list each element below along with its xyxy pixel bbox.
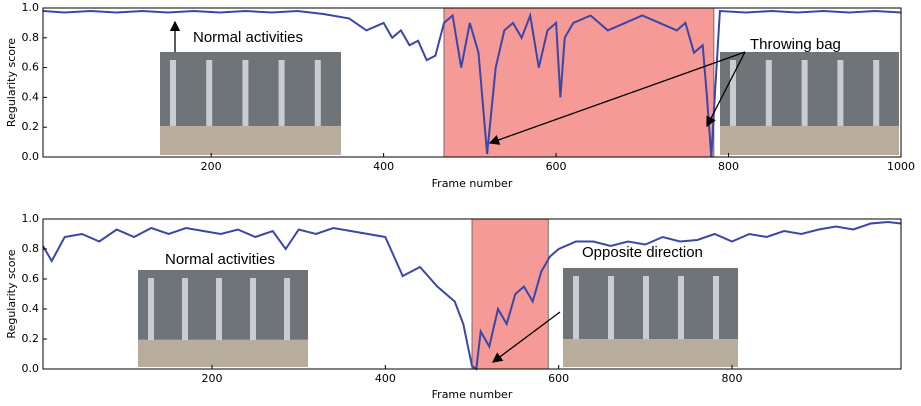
video-frame-pillar bbox=[643, 276, 649, 339]
video-frame-ground bbox=[160, 126, 341, 155]
y-tick-label: 0.6 bbox=[22, 272, 40, 285]
annotation: Normal activities bbox=[193, 29, 303, 46]
annotation: Normal activities bbox=[165, 251, 275, 268]
video-frame-pillar bbox=[802, 60, 808, 126]
annotation: Opposite direction bbox=[582, 244, 703, 261]
y-axis-label: Regularity score bbox=[5, 249, 18, 338]
annotation: Throwing bag bbox=[750, 36, 841, 53]
video-frame bbox=[720, 52, 899, 126]
video-frame-pillar bbox=[170, 60, 176, 126]
y-tick-label: 0.2 bbox=[22, 120, 40, 133]
y-tick-label: 0.6 bbox=[22, 61, 40, 74]
y-tick-label: 0.8 bbox=[22, 242, 40, 255]
video-frame-pillar bbox=[873, 60, 879, 126]
chart: 0.0 0.2 0.4 0.6 0.8 1.0 200 400 600 800 1000 Frame … bbox=[5, 1, 915, 190]
y-tick-label: 1.0 bbox=[22, 212, 40, 225]
video-frame-pillar bbox=[284, 278, 290, 340]
video-frame-ground bbox=[563, 339, 738, 367]
x-tick-label: 800 bbox=[718, 160, 739, 173]
video-frame-pillar bbox=[182, 278, 188, 340]
anomaly-region bbox=[472, 219, 548, 369]
video-frame-pillar bbox=[766, 60, 772, 126]
video-frame bbox=[138, 270, 308, 340]
x-tick-label: 600 bbox=[548, 372, 569, 385]
x-tick-label: 1000 bbox=[887, 160, 915, 173]
y-tick-label: 0.4 bbox=[22, 302, 40, 315]
video-frame-ground bbox=[720, 126, 899, 155]
y-tick-label: 0.2 bbox=[22, 332, 40, 345]
video-frame bbox=[563, 268, 738, 339]
x-tick-label: 400 bbox=[375, 372, 396, 385]
y-axis-label: Regularity score bbox=[5, 38, 18, 127]
video-frame-pillar bbox=[206, 60, 212, 126]
y-tick-label: 0.0 bbox=[22, 362, 40, 375]
video-frame-pillar bbox=[242, 60, 248, 126]
video-frame-pillar bbox=[713, 276, 719, 339]
x-axis-label: Frame number bbox=[432, 388, 513, 401]
y-tick-label: 0.4 bbox=[22, 90, 40, 103]
video-frame-ground bbox=[138, 340, 308, 367]
x-axis-label: Frame number bbox=[432, 177, 513, 190]
video-frame-pillar bbox=[148, 278, 154, 340]
video-frame-pillar bbox=[678, 276, 684, 339]
video-frame-pillar bbox=[573, 276, 579, 339]
video-frame-pillar bbox=[216, 278, 222, 340]
x-tick-label: 400 bbox=[373, 160, 394, 173]
figure: 0.0 0.2 0.4 0.6 0.8 1.0 200 400 600 800 1000 Frame … bbox=[0, 0, 921, 406]
y-tick-label: 0.0 bbox=[22, 150, 40, 163]
x-tick-label: 800 bbox=[722, 372, 743, 385]
chart: 0.0 0.2 0.4 0.6 0.8 1.0 200 400 600 800 Frame numb… bbox=[5, 212, 901, 401]
x-tick-label: 200 bbox=[202, 372, 223, 385]
video-frame-pillar bbox=[279, 60, 285, 126]
video-frame-pillar bbox=[608, 276, 614, 339]
y-tick-label: 0.8 bbox=[22, 31, 40, 44]
video-frame-pillar bbox=[837, 60, 843, 126]
video-frame bbox=[160, 52, 341, 126]
y-tick-label: 1.0 bbox=[22, 1, 40, 14]
video-frame-pillar bbox=[250, 278, 256, 340]
x-tick-label: 200 bbox=[201, 160, 222, 173]
x-tick-label: 600 bbox=[546, 160, 567, 173]
video-frame-pillar bbox=[315, 60, 321, 126]
